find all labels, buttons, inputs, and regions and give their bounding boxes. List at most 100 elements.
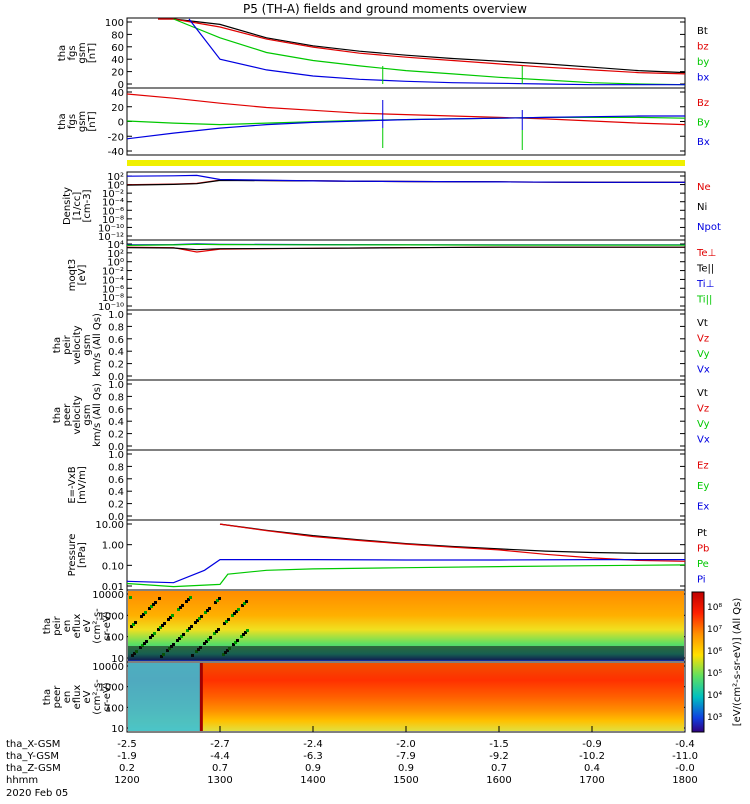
x-tick-label: 1500 (393, 775, 418, 786)
y-axis-label: peir (62, 334, 73, 354)
spectrogram-speckle (200, 615, 203, 618)
series-pressure-Pi (126, 558, 685, 584)
spectrogram-speckle (209, 636, 212, 639)
spectrogram-speckle (181, 604, 184, 607)
legend-label-Ey: Ey (697, 481, 709, 492)
y-axis-label: Density (62, 187, 73, 225)
x-tick-label: -10.2 (579, 751, 605, 762)
spectrogram-speckle (207, 638, 210, 641)
legend-label-Ni: Ni (697, 202, 707, 213)
y-tick-label: 100 (105, 18, 124, 29)
spectrogram-speckle (145, 640, 148, 643)
y-tick-label: 10⁻² (102, 189, 124, 200)
series-pressure-Pe (126, 564, 686, 588)
x-tick-label: -2.7 (210, 739, 230, 750)
y-axis-label: eflux (72, 685, 83, 710)
time-row-label: tha_X-GSM (6, 739, 60, 750)
spectrogram-speckle (143, 642, 146, 645)
y-tick-label: 10⁰ (107, 181, 124, 192)
spectrogram-speckle (246, 629, 249, 632)
legend-label-Ti⊥: Ti⊥ (696, 279, 714, 290)
y-axis-label: km/s (All Qs) (92, 313, 103, 377)
spectrogram-speckle (185, 600, 188, 603)
colorbar-label: [eV/(cm²-s-sr-eV)] (All Qs) (732, 598, 743, 727)
y-tick-label: 1.0 (108, 450, 124, 461)
series-temperature-Te|| (126, 246, 685, 251)
x-tick-label: 0.2 (119, 763, 135, 774)
x-tick-label: 0.7 (491, 763, 507, 774)
spectrogram-speckle (208, 607, 211, 610)
y-tick-label: 10 (111, 724, 124, 735)
legend-label-By: By (697, 118, 710, 129)
spectrogram-speckle (190, 625, 193, 628)
y-axis-label: gsm (82, 404, 93, 425)
y-tick-label: 1000 (99, 611, 124, 622)
spectrogram-speckle (167, 618, 170, 621)
x-tick-label: -6.3 (303, 751, 323, 762)
legend-label-Npot: Npot (697, 222, 721, 233)
y-tick-label: 10000 (92, 590, 124, 601)
y-tick-label: 0.0 (108, 372, 124, 383)
x-tick-label: -0.9 (582, 739, 602, 750)
quality-flag-bar (127, 160, 685, 166)
electron-boundary (199, 663, 203, 731)
x-tick-label: 0.4 (584, 763, 600, 774)
legend-label-Pt: Pt (697, 528, 707, 539)
x-tick-label: 0.9 (398, 763, 414, 774)
spectrogram-speckle (244, 631, 247, 634)
y-axis-label: km/s (All Qs) (92, 383, 103, 447)
y-axis-label: eflux (72, 614, 83, 639)
y-tick-label: 0.2 (108, 360, 124, 371)
y-tick-label: 0.8 (108, 392, 124, 403)
spectrogram-speckle (242, 633, 245, 636)
spectrogram-speckle (223, 622, 226, 625)
spectrogram-speckle (171, 614, 174, 617)
y-axis-label: gsm (77, 42, 88, 63)
spectrogram-speckle (243, 602, 246, 605)
y-axis-label: velocity (72, 325, 83, 364)
legend-label-Vt: Vt (697, 388, 708, 399)
y-axis-label: E=-VxB (67, 466, 78, 503)
spectrogram-speckle (203, 642, 206, 645)
legend-label-Ez: Ez (697, 460, 709, 471)
spectrogram-speckle (245, 600, 248, 603)
spectrogram-speckle (130, 625, 133, 628)
date-label: 2020 Feb 05 (6, 788, 68, 799)
colorbar-tick-label: 10⁴ (707, 691, 722, 701)
y-tick-label: 10⁻⁴ (102, 275, 124, 286)
y-axis-label: en (62, 691, 73, 704)
y-axis-label: sr-eV) (102, 682, 113, 711)
spectrogram-speckle (177, 608, 180, 611)
y-axis-label: Pressure (67, 534, 78, 577)
spectrogram-speckle (240, 635, 243, 638)
y-axis-label: [nT] (87, 111, 98, 131)
y-axis-label: en (62, 620, 73, 633)
y-tick-label: 100 (105, 703, 124, 714)
ion-low-energy-band (128, 646, 684, 660)
spectrogram-speckle (227, 618, 230, 621)
x-tick-label: 1400 (300, 775, 325, 786)
legend-label-Pb: Pb (697, 543, 709, 554)
panel-frame-pressure (126, 519, 686, 591)
y-tick-label: 10.00 (95, 520, 124, 531)
spectrogram-speckle (142, 613, 145, 616)
y-tick-label: 0.4 (108, 487, 124, 498)
y-tick-label: 0.2 (108, 500, 124, 511)
y-axis-label: (cm²-s- (92, 679, 103, 715)
y-tick-label: 0.6 (108, 475, 124, 486)
spectrogram-speckle (214, 601, 217, 604)
series-fgs-gsm-mag-bx (188, 18, 685, 86)
x-tick-label: -2.4 (303, 739, 323, 750)
x-tick-label: -1.5 (489, 739, 509, 750)
y-tick-label: 10⁻¹⁰ (98, 302, 124, 313)
y-axis-label: gsm (77, 111, 88, 132)
spectrogram-speckle (172, 643, 175, 646)
spectrogram-speckle (237, 608, 240, 611)
legend-label-Te⊥: Te⊥ (696, 248, 716, 259)
y-axis-label: tha (52, 337, 63, 353)
colorbar-tick-label: 10⁵ (707, 669, 722, 679)
legend-label-Pi: Pi (697, 574, 706, 585)
y-tick-label: -20 (108, 132, 124, 143)
